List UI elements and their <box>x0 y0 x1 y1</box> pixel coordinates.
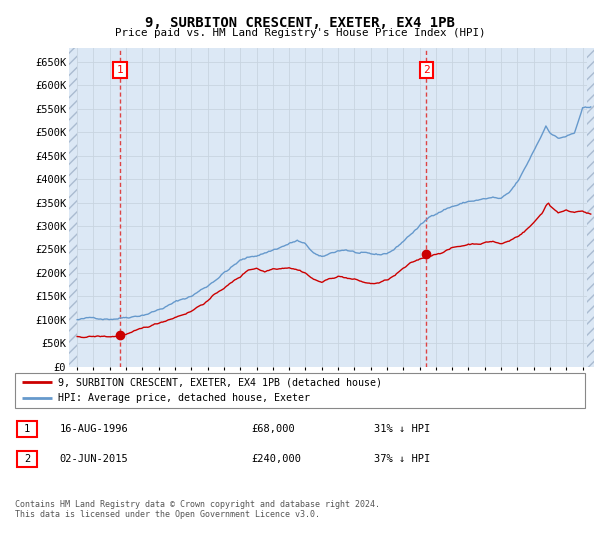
Text: Contains HM Land Registry data © Crown copyright and database right 2024.
This d: Contains HM Land Registry data © Crown c… <box>15 500 380 519</box>
Text: 9, SURBITON CRESCENT, EXETER, EX4 1PB (detached house): 9, SURBITON CRESCENT, EXETER, EX4 1PB (d… <box>58 377 382 388</box>
Text: Price paid vs. HM Land Registry's House Price Index (HPI): Price paid vs. HM Land Registry's House … <box>115 28 485 38</box>
Text: £240,000: £240,000 <box>251 454 302 464</box>
Text: 16-AUG-1996: 16-AUG-1996 <box>59 424 128 434</box>
Bar <box>69 48 77 367</box>
Text: 2: 2 <box>423 65 430 75</box>
Bar <box>587 48 594 367</box>
Text: £68,000: £68,000 <box>251 424 295 434</box>
Bar <box>17 421 37 437</box>
Text: 31% ↓ HPI: 31% ↓ HPI <box>374 424 431 434</box>
Text: 02-JUN-2015: 02-JUN-2015 <box>59 454 128 464</box>
Bar <box>17 451 37 466</box>
Text: HPI: Average price, detached house, Exeter: HPI: Average price, detached house, Exet… <box>58 393 310 403</box>
Text: 9, SURBITON CRESCENT, EXETER, EX4 1PB: 9, SURBITON CRESCENT, EXETER, EX4 1PB <box>145 16 455 30</box>
Text: 37% ↓ HPI: 37% ↓ HPI <box>374 454 431 464</box>
Text: 2: 2 <box>24 454 30 464</box>
Text: 1: 1 <box>24 424 30 434</box>
Text: 1: 1 <box>116 65 123 75</box>
